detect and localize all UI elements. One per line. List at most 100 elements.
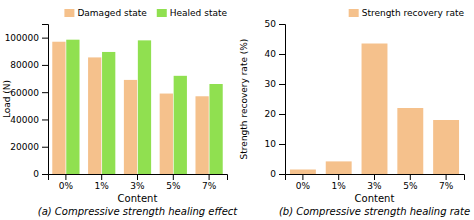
y-tick: 40000 [10,115,48,125]
chart-container: 0% 1% 3% 5% 7% 0 20000 40000 60000 80000 100000 Con… [0,0,474,220]
legend-label: Strength recovery rate [362,8,465,18]
y-tick: 60000 [10,88,48,98]
x-tick-label: 3% [130,181,145,191]
x-axis: 0% 1% 3% 5% 7% [49,174,228,191]
x-tick-label: 7% [439,181,454,191]
x-tick-mark [209,174,210,180]
bar [174,76,187,174]
legend-item: Strength recovery rate [349,8,465,18]
plot-area: 0%1%3%5%7%01020304050ContentStrength rec… [239,19,465,204]
figure: 0% 1% 3% 5% 7% 0 20000 40000 60000 80000 100000 Con… [0,0,474,220]
x-tick: 7% [439,174,454,191]
x-tick: 3% [130,174,145,191]
y-tick-mark [279,54,285,55]
bar [160,94,173,174]
x-tick: 1% [332,174,347,191]
x-tick-mark [338,174,339,180]
x-tick-label: 1% [95,181,110,191]
y-tick-mark [42,38,48,39]
y-tick-mark [42,92,48,93]
y-tick-mark [42,65,48,66]
y-tick: 50 [265,19,285,29]
y-tick-label: 20 [265,109,277,119]
y-axis-title: Strength recovery rate (%) [239,39,249,160]
plot-area: 0% 1% 3% 5% 7% 0 20000 40000 60000 80000 100000 Con… [2,25,228,205]
x-tick-label: 1% [332,181,347,191]
bars [290,44,459,175]
x-tick-label: 0% [296,181,311,191]
y-tick-label: 20000 [10,142,39,152]
x-tick-mark [410,174,411,180]
bars [52,40,222,174]
y-tick: 80000 [10,60,48,70]
legend-item: Healed state [157,8,228,18]
y-tick: 20 [265,109,285,119]
bar [102,52,115,174]
bar [138,40,151,174]
x-tick: 7% [202,174,217,191]
panel: 0% 1% 3% 5% 7% 0 20000 40000 60000 80000 100000 Con… [2,8,238,217]
y-tick-label: 80000 [10,60,39,70]
y-tick-label: 100000 [5,33,40,43]
y-tick-mark [279,84,285,85]
x-tick-mark [374,174,375,180]
x-axis-line [286,175,465,181]
bar [209,84,222,174]
y-tick-mark [279,144,285,145]
x-tick-mark [101,174,102,180]
y-axis-title: Load (N) [2,80,12,118]
x-tick: 1% [95,174,110,191]
legend-swatch [157,9,167,17]
y-tick: 0 [33,169,48,179]
x-tick-mark [137,174,138,180]
x-tick-label: 5% [166,181,181,191]
y-tick: 20000 [10,142,48,152]
y-tick: 100000 [5,33,48,43]
y-tick-mark [279,114,285,115]
x-tick-label: 3% [367,181,382,191]
bar [397,108,423,174]
x-tick-label: 5% [403,181,418,191]
legend-swatch [349,9,359,17]
title: (b) Compressive strength healing rate [279,206,470,217]
y-tick-mark [279,24,285,25]
bar [433,120,459,174]
bar [124,80,137,174]
x-tick: 3% [367,174,382,191]
y-axis-line [279,25,286,175]
legend-label: Healed state [170,8,228,18]
bar [88,57,101,174]
legend-swatch [64,9,74,17]
x-axis: 0% 1% 3% 5% 7% [286,174,465,191]
bar [195,96,208,174]
bar [362,44,388,175]
x-tick: 0% [296,174,311,191]
x-tick: 5% [403,174,418,191]
x-axis-title: Content [118,193,158,204]
y-tick: 30 [265,79,285,89]
y-tick: 0 [270,169,285,179]
panel: 0%1%3%5%7%01020304050ContentStrength rec… [239,8,470,217]
y-tick-label: 50 [265,19,277,29]
y-tick-label: 0 [33,169,39,179]
y-tick-label: 30 [265,79,277,89]
x-tick-mark [173,174,174,180]
x-tick-mark [65,174,66,180]
x-tick: 0% [59,174,74,191]
legend-label: Damaged state [77,8,147,18]
legend: Damaged state Healed state [64,8,227,18]
y-tick-mark [42,147,48,148]
y-axis: 0 10 20 30 40 50 [265,19,286,179]
y-tick-label: 60000 [10,88,39,98]
bar [290,170,316,175]
title: (a) Compressive strength healing effect [38,206,239,217]
x-tick-mark [446,174,447,180]
y-tick-label: 40 [265,49,277,59]
y-axis-line [42,25,49,175]
y-tick: 40 [265,49,285,59]
x-tick-label: 0% [59,181,74,191]
x-tick-label: 7% [202,181,217,191]
y-tick-label: 10 [265,139,277,149]
y-tick-mark [42,174,48,175]
y-tick-mark [42,119,48,120]
